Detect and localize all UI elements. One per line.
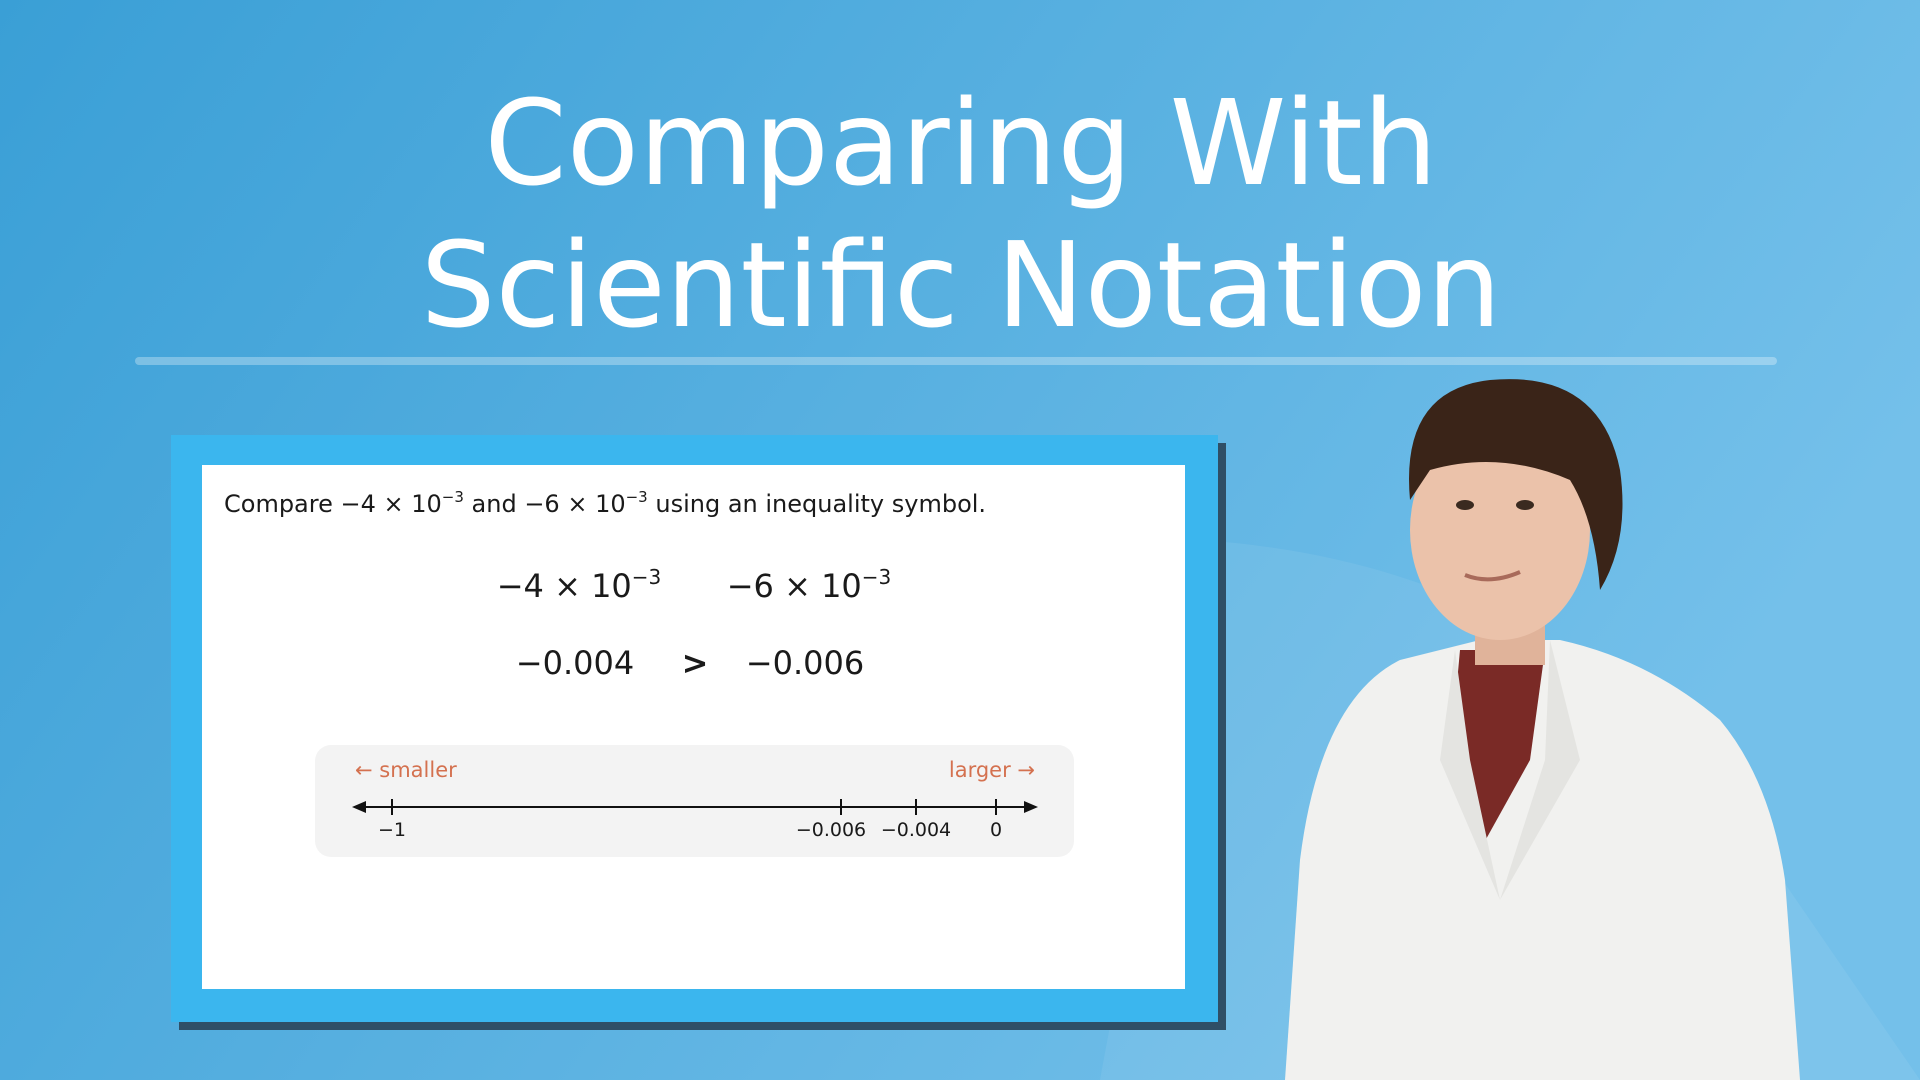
exponent: −3	[442, 488, 464, 506]
expression-base: −6 × 10	[727, 567, 862, 605]
tick-label: 0	[990, 819, 1002, 841]
tick-label: −0.004	[881, 819, 951, 841]
divider	[135, 357, 1777, 365]
presenter	[1285, 379, 1800, 1080]
expression-base: −4 × 10	[497, 567, 632, 605]
decimal: −0.006	[746, 644, 864, 682]
arrow-left	[352, 801, 366, 813]
title-line: Comparing With	[484, 74, 1437, 212]
prompt-text: using an inequality symbol.	[648, 490, 986, 518]
collar	[1440, 650, 1500, 900]
decimal: −0.004	[516, 644, 634, 682]
eye	[1456, 500, 1474, 510]
expression: −4 × 10−3	[497, 565, 662, 605]
mouth	[1464, 570, 1521, 582]
expression: −6 × 10−3	[727, 565, 892, 605]
smaller-hint: ← smaller	[355, 758, 457, 782]
prompt-text: Compare −4 × 10	[224, 490, 442, 518]
ticks	[391, 799, 997, 815]
collar	[1500, 640, 1580, 900]
prompt-text: and −6 × 10	[464, 490, 626, 518]
tick-label: −0.006	[796, 819, 866, 841]
inequality-symbol: >	[682, 644, 709, 682]
arrow-right	[1024, 801, 1038, 813]
exponent: −3	[632, 565, 661, 589]
larger-hint: larger →	[949, 758, 1035, 782]
exponent: −3	[862, 565, 891, 589]
hair	[1409, 379, 1623, 590]
exponent: −3	[626, 488, 648, 506]
eye	[1516, 500, 1534, 510]
tick-label: −1	[378, 819, 406, 841]
prompt: Compare −4 × 10−3 and −6 × 10−3 using an…	[224, 488, 986, 518]
face	[1410, 420, 1590, 640]
slide	[202, 465, 1185, 989]
number-line-panel	[315, 745, 1074, 857]
title-line: Scientific Notation	[421, 216, 1502, 354]
lab-coat	[1285, 640, 1800, 1080]
